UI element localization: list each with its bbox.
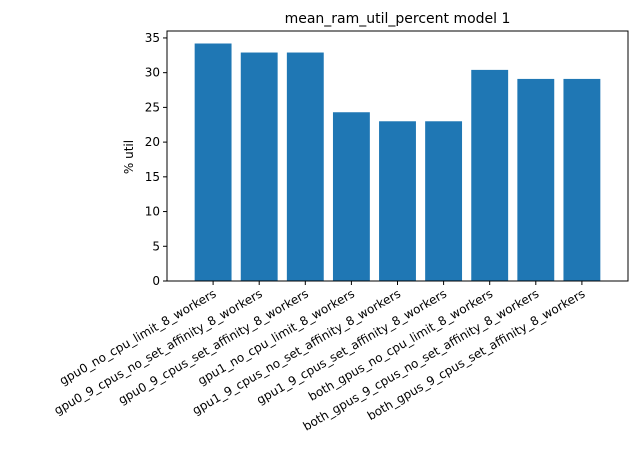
plot-frame <box>166 30 629 282</box>
bar-gpu0_9_cpus_no_set_affinity_8_workers <box>240 52 278 282</box>
bar-gpu0_no_cpu_limit_8_workers <box>194 43 232 281</box>
y-tick-label: 25 <box>145 100 160 114</box>
y-tick-label: 15 <box>145 170 160 184</box>
bars-group <box>194 43 601 282</box>
y-tick-label: 35 <box>145 31 160 45</box>
bar-gpu1_9_cpus_set_affinity_8_workers <box>425 121 463 282</box>
bar-gpu1_9_cpus_no_set_affinity_8_workers <box>379 121 416 282</box>
bar-both_gpus_no_cpu_limit_8_workers <box>471 69 509 281</box>
bar-gpu1_no_cpu_limit_8_workers <box>332 112 370 281</box>
y-axis-label: % util <box>122 140 136 174</box>
y-tick-label: 0 <box>152 274 160 288</box>
bar-both_gpus_9_cpus_set_affinity_8_workers <box>563 78 601 282</box>
chart-title: mean_ram_util_percent model 1 <box>285 11 511 27</box>
y-tick-label: 10 <box>145 205 160 219</box>
y-axis: 0 5 10 15 20 25 30 35 <box>145 31 167 288</box>
y-tick-label: 20 <box>145 135 160 149</box>
bar-both_gpus_9_cpus_no_set_affinity_8_workers <box>517 78 555 282</box>
x-tick-label: gpu0_9_cpus_no_set_affinity_8_workers <box>52 286 265 417</box>
y-tick-label: 30 <box>145 66 160 80</box>
bar-gpu0_9_cpus_set_affinity_8_workers <box>286 52 324 282</box>
y-tick-label: 5 <box>152 239 160 253</box>
x-axis: gpu0_no_cpu_limit_8_workersgpu0_9_cpus_n… <box>52 281 587 434</box>
